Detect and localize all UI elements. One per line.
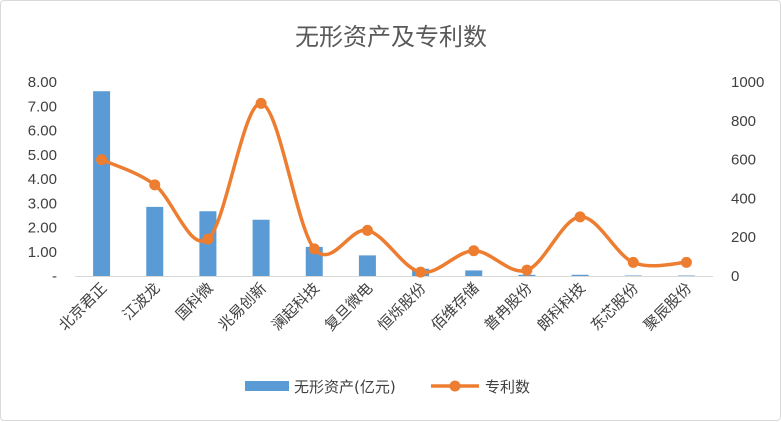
category-label: 聚辰股份 (640, 279, 695, 334)
category-labels: 北京君正江波龙国科微兆易创新澜起科技复旦微电恒烁股份佰维存储普冉股份朗科科技东芯… (55, 279, 695, 334)
chart-title: 无形资产及专利数 (295, 23, 487, 51)
category-label: 兆易创新 (215, 279, 270, 334)
left-axis-tick: 7.00 (28, 98, 57, 115)
line-point (256, 98, 267, 109)
left-axis: - 1.00 2.00 3.00 4.00 5.00 6.00 7.00 8.00 (28, 74, 57, 285)
right-axis-tick: 200 (731, 229, 756, 246)
category-label: 国科微 (172, 279, 217, 324)
bar-series (93, 91, 695, 276)
category-label: 复旦微电 (321, 279, 376, 334)
line-point (96, 154, 107, 165)
line-series-path (102, 103, 687, 272)
category-label: 澜起科技 (268, 279, 323, 334)
legend-line-label: 专利数 (485, 378, 530, 396)
line-point (521, 265, 532, 276)
right-axis-tick: 1000 (731, 74, 764, 91)
line-point (468, 245, 479, 256)
line-point (628, 257, 639, 268)
bar (572, 275, 589, 276)
line-point (681, 257, 692, 268)
bar (359, 255, 376, 276)
left-axis-tick: 5.00 (28, 147, 57, 164)
category-label: 佰维存储 (427, 279, 482, 334)
legend: 无形资产(亿元) 专利数 (245, 378, 530, 396)
category-label: 东芯股份 (587, 279, 642, 334)
category-label: 普冉股份 (481, 279, 536, 334)
left-axis-tick: 6.00 (28, 123, 57, 140)
left-axis-tick: - (52, 268, 57, 285)
right-axis-tick: 600 (731, 152, 756, 169)
legend-bar-label: 无形资产(亿元) (294, 378, 396, 396)
right-axis: 0 200 400 600 800 1000 (731, 74, 764, 285)
right-axis-tick: 0 (731, 268, 739, 285)
category-label: 北京君正 (55, 279, 110, 334)
legend-bar-swatch (245, 381, 289, 391)
bar (253, 220, 270, 276)
category-label: 恒烁股份 (374, 279, 429, 334)
line-point (202, 234, 213, 245)
right-axis-tick: 400 (731, 190, 756, 207)
bar (146, 207, 163, 276)
category-label: 朗科科技 (534, 279, 589, 334)
line-point (149, 179, 160, 190)
left-axis-tick: 4.00 (28, 171, 57, 188)
line-point (415, 267, 426, 278)
category-label: 江波龙 (119, 279, 164, 324)
legend-line-marker (450, 381, 461, 392)
right-axis-tick: 800 (731, 113, 756, 130)
left-axis-tick: 8.00 (28, 74, 57, 91)
left-axis-tick: 2.00 (28, 220, 57, 237)
bar (465, 270, 482, 276)
line-point (309, 243, 320, 254)
line-point (362, 225, 373, 236)
line-point (575, 211, 586, 222)
left-axis-tick: 1.00 (28, 244, 57, 261)
bar (93, 91, 110, 276)
left-axis-tick: 3.00 (28, 195, 57, 212)
